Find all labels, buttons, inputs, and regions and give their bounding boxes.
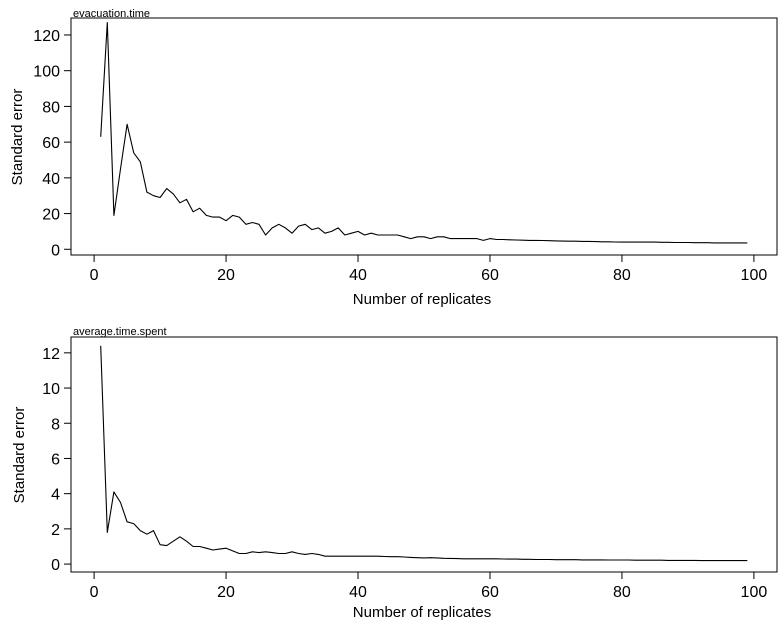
y-tick-label: 120 (33, 28, 60, 45)
x-tick-label: 80 (613, 267, 631, 284)
x-tick-label: 80 (613, 584, 631, 601)
x-tick-label: 0 (90, 267, 99, 284)
x-tick-label: 100 (741, 267, 768, 284)
y-tick-label: 0 (51, 242, 60, 259)
x-tick-label: 20 (217, 584, 235, 601)
panel-title: evacuation.time (73, 8, 150, 20)
y-tick-label: 2 (51, 522, 60, 539)
series-line (100, 345, 748, 562)
x-tick-label: 60 (481, 267, 499, 284)
x-axis-label: Number of replicates (353, 604, 491, 621)
x-axis-label: Number of replicates (353, 291, 491, 308)
x-tick-label: 20 (217, 267, 235, 284)
x-tick-label: 100 (741, 584, 768, 601)
x-tick-label: 0 (90, 584, 99, 601)
plot-frame (70, 17, 778, 256)
y-tick-label: 80 (42, 99, 60, 116)
y-tick-label: 10 (42, 381, 60, 398)
y-tick-label: 4 (51, 487, 60, 504)
x-tick-label: 40 (349, 267, 367, 284)
y-tick-label: 12 (42, 346, 60, 363)
series-line (100, 21, 748, 244)
y-tick-label: 20 (42, 207, 60, 224)
y-tick-label: 100 (33, 64, 60, 81)
panel-title: average.time.spent (73, 326, 167, 338)
y-axis-label: Standard error (9, 89, 26, 186)
plot-frame (70, 336, 778, 573)
y-tick-label: 40 (42, 171, 60, 188)
y-tick-label: 60 (42, 135, 60, 152)
y-axis-label: Standard error (11, 407, 28, 504)
x-tick-label: 60 (481, 584, 499, 601)
y-tick-label: 0 (51, 557, 60, 574)
y-tick-label: 6 (51, 451, 60, 468)
x-tick-label: 40 (349, 584, 367, 601)
y-tick-label: 8 (51, 416, 60, 433)
